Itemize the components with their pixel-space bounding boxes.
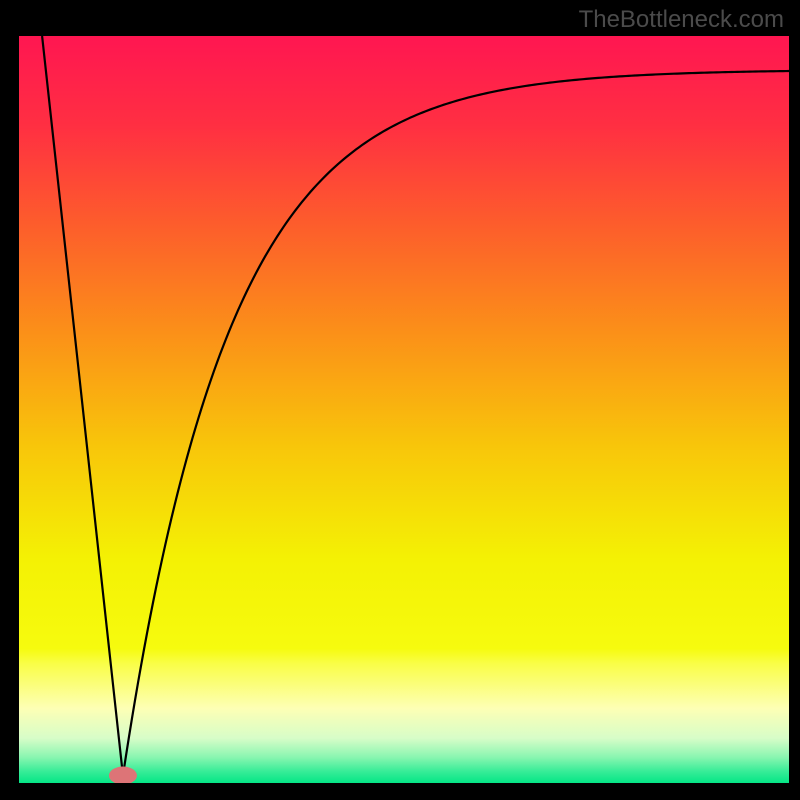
chart-background xyxy=(19,36,789,783)
chart-frame: TheBottleneck.com xyxy=(0,0,800,800)
watermark-text: TheBottleneck.com xyxy=(579,6,784,34)
chart-svg xyxy=(19,36,789,783)
chart-plot-area xyxy=(19,36,789,783)
